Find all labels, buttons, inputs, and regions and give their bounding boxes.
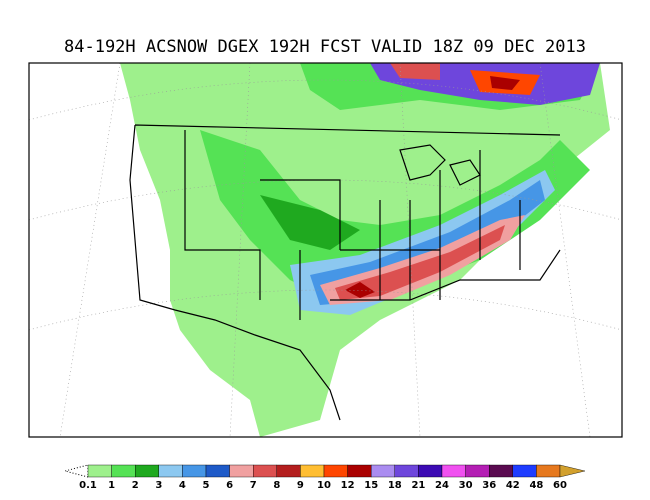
colorbar-label: 60 [553,480,567,491]
colorbar-swatch [347,464,372,478]
colorbar-under [63,464,89,478]
colorbar-label: 6 [226,480,233,491]
colorbar-swatch [441,464,466,478]
colorbar-swatch [158,464,183,478]
colorbar-label: 3 [155,480,162,491]
colorbar: 0.1 1 2 3 4 5 6 7 8 9 10 12 15 18 21 24 30 36 42 48 60 [63,464,586,491]
colorbar-label: 12 [341,480,355,491]
colorbar-swatch [134,464,159,478]
colorbar-swatch [276,464,301,478]
colorbar-over [559,464,586,478]
colorbar-swatch [418,464,443,478]
colorbar-swatch [252,464,277,478]
colorbar-label: 42 [506,480,520,491]
colorbar-label: 7 [250,480,257,491]
colorbar-swatch [489,464,514,478]
colorbar-label: 1 [108,480,115,491]
colorbar-swatch [465,464,490,478]
colorbar-label: 24 [435,480,449,491]
map-title: 84-192H ACSNOW DGEX 192H FCST VALID 18Z … [64,37,586,57]
colorbar-swatch [371,464,396,478]
colorbar-swatch [205,464,230,478]
colorbar-label: 21 [411,480,425,491]
colorbar-label: 36 [482,480,496,491]
colorbar-swatch [323,464,348,478]
map [28,62,623,438]
colorbar-swatch [512,464,537,478]
colorbar-label: 48 [529,480,543,491]
colorbar-label: 5 [203,480,210,491]
colorbar-label: 0.1 [79,480,97,491]
colorbar-label: 4 [179,480,186,491]
colorbar-label: 15 [364,480,378,491]
colorbar-label: 8 [273,480,280,491]
colorbar-label: 18 [388,480,402,491]
colorbar-swatch [229,464,254,478]
colorbar-label: 10 [317,480,331,491]
colorbar-swatch [394,464,419,478]
colorbar-swatch [536,464,561,478]
colorbar-swatch [182,464,207,478]
colorbar-swatch [87,464,112,478]
colorbar-swatch [111,464,136,478]
colorbar-label: 2 [132,480,139,491]
colorbar-swatch [300,464,325,478]
colorbar-label: 30 [459,480,473,491]
colorbar-label: 9 [297,480,304,491]
